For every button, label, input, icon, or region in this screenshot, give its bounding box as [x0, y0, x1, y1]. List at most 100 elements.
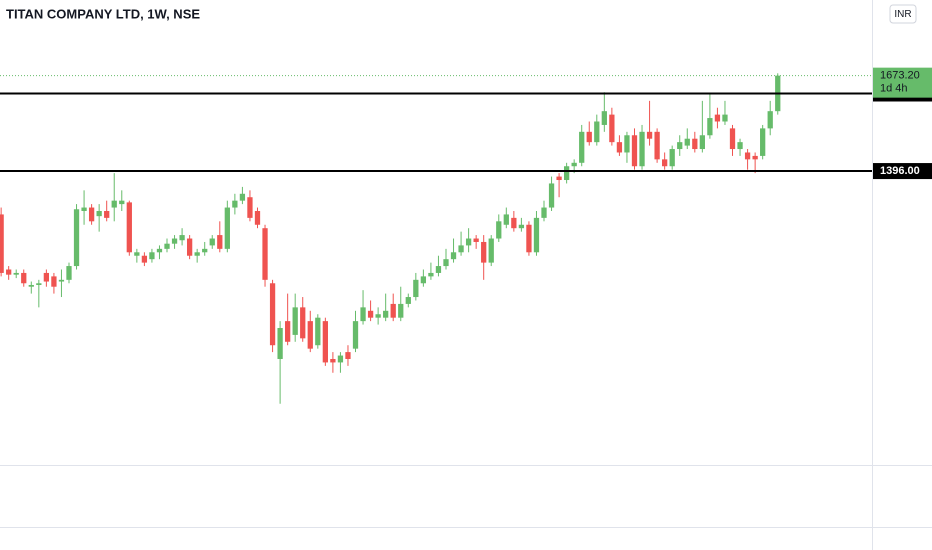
candle-body — [81, 207, 87, 211]
candle-body — [518, 224, 525, 229]
candle-body — [496, 221, 502, 239]
candle-body — [450, 252, 457, 260]
candle-body — [707, 118, 713, 136]
candle-body — [13, 272, 19, 275]
candle-body — [443, 259, 449, 267]
candle-body — [752, 155, 758, 160]
candle-body — [405, 297, 411, 304]
candle-body — [0, 214, 4, 273]
candle-body — [28, 284, 34, 287]
candle-body — [202, 248, 208, 253]
candle-body — [307, 321, 313, 349]
price-label-box — [873, 163, 932, 180]
candle-body — [390, 303, 396, 318]
candle-body — [601, 111, 607, 125]
candle-body — [141, 255, 148, 263]
candle-body — [541, 207, 547, 218]
candle-body — [646, 131, 653, 139]
candle-body — [699, 135, 705, 150]
candle-body — [134, 252, 140, 256]
candle-body — [488, 238, 494, 263]
countdown-label: 1d 4h — [880, 83, 908, 95]
candle-body — [126, 202, 132, 253]
candle-body — [458, 245, 464, 253]
candle-body — [548, 183, 555, 208]
last-price-box — [873, 67, 932, 98]
candle-body — [269, 283, 276, 346]
candle-body — [654, 131, 660, 160]
candle-body — [639, 131, 645, 167]
candle-body — [571, 162, 577, 167]
candle-body — [330, 358, 336, 363]
candle-body — [149, 252, 155, 260]
currency-button[interactable] — [889, 4, 917, 24]
candle-body — [526, 224, 532, 253]
candle-body — [156, 248, 163, 253]
candle-body — [722, 114, 728, 122]
candle-body — [533, 217, 540, 253]
candle-body — [6, 269, 12, 275]
candle-body — [285, 321, 291, 342]
candle-body — [111, 200, 117, 208]
candle-body — [43, 272, 50, 282]
last-price-label: 1673.20 — [880, 70, 920, 82]
candle-body — [73, 209, 80, 267]
candle-body — [345, 352, 351, 359]
candle-body — [420, 276, 427, 284]
candle-body — [292, 307, 298, 335]
candle-body — [58, 279, 65, 282]
candle-body — [511, 217, 517, 229]
candle-body — [677, 142, 683, 150]
candle-body — [119, 200, 125, 205]
candle-body — [624, 135, 630, 153]
candle-body — [104, 210, 110, 218]
candle-body — [631, 135, 638, 167]
candle-body — [239, 193, 246, 201]
candle-body — [383, 310, 389, 318]
candle-body — [398, 303, 404, 318]
candle-body — [247, 197, 253, 218]
candle-body — [36, 283, 42, 285]
candle-body — [217, 235, 223, 249]
candle-body — [579, 131, 585, 163]
candle-body — [337, 355, 344, 363]
candle-body — [254, 210, 261, 225]
candle-body — [360, 307, 366, 322]
chart-title: TITAN COMPANY LTD, 1W, NSE — [6, 6, 200, 21]
candle-body — [186, 238, 193, 256]
candle-body — [767, 111, 773, 129]
candle-body — [375, 314, 381, 318]
candle-body — [171, 238, 178, 244]
candle-body — [503, 214, 509, 225]
candle-body — [609, 114, 615, 143]
candle-body — [164, 243, 170, 249]
plot — [0, 73, 872, 404]
candle-body — [209, 238, 215, 246]
candle-body — [435, 266, 442, 273]
candle-body — [481, 241, 487, 263]
candle-body — [21, 272, 27, 284]
candle-body — [262, 228, 268, 280]
candle-body — [367, 310, 374, 318]
candle-body — [737, 142, 743, 150]
candle-body — [322, 321, 328, 363]
candle-body — [662, 159, 668, 167]
candle-body — [232, 200, 238, 208]
candle-body — [729, 128, 736, 150]
candle-body — [66, 266, 72, 280]
candle-body — [744, 152, 751, 160]
candle-body — [194, 252, 200, 256]
currency-label[interactable]: INR — [894, 9, 911, 20]
candle-body — [300, 307, 306, 339]
candle-body — [669, 149, 675, 167]
candle-body — [692, 138, 698, 150]
candle-body — [224, 207, 230, 249]
candle-body — [428, 272, 434, 277]
candle-body — [684, 138, 690, 146]
candle-body — [616, 142, 623, 153]
candle-body — [594, 121, 600, 143]
candle-body — [96, 210, 102, 217]
